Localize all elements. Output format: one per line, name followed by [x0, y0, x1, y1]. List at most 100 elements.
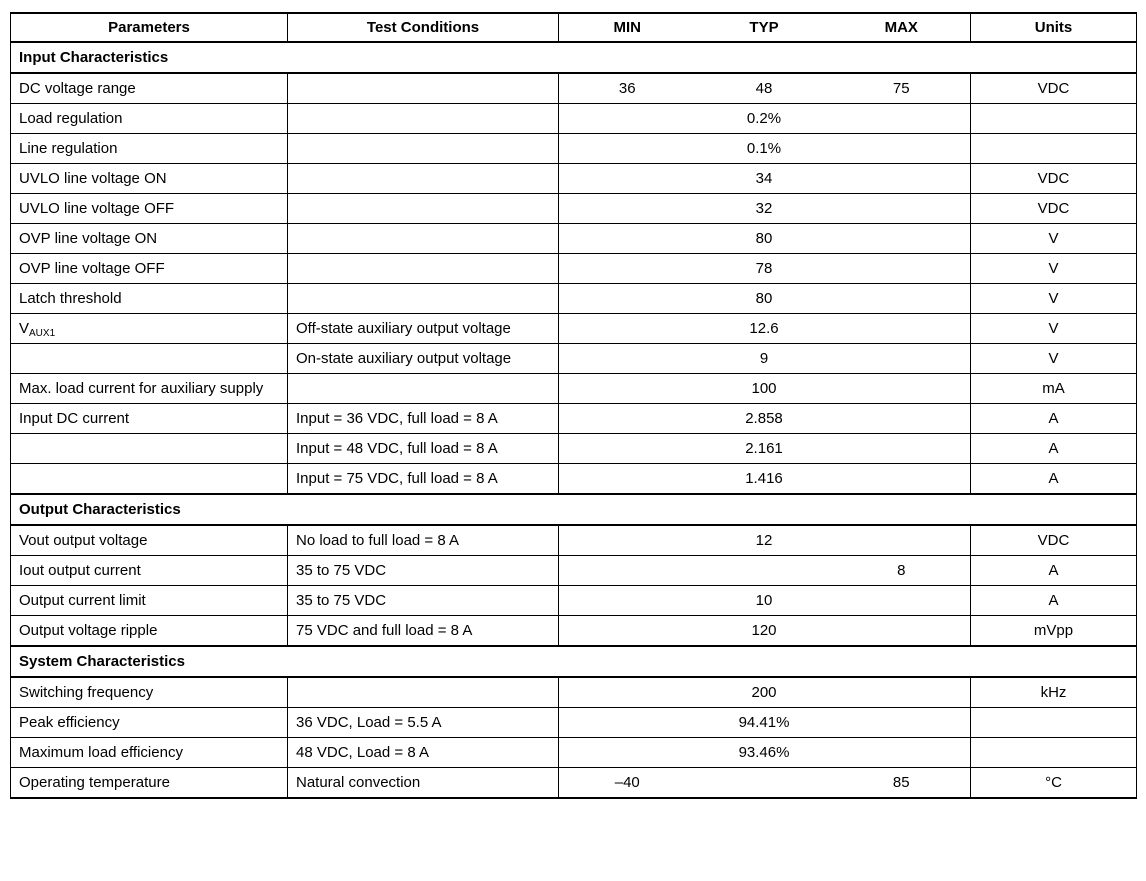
max-cell: [832, 103, 971, 134]
units-cell: [970, 133, 1137, 164]
table-row: Maximum load efficiency 48 VDC, Load = 8…: [10, 737, 1137, 768]
param-subscript: AUX1: [29, 328, 56, 339]
table-row: Peak efficiency 36 VDC, Load = 5.5 A 94.…: [10, 707, 1137, 738]
col-header-parameters: Parameters: [10, 13, 288, 43]
min-cell: [558, 585, 696, 616]
typ-cell: 34: [695, 163, 833, 194]
table-row: UVLO line voltage ON 34 VDC: [10, 163, 1137, 194]
max-cell: 75: [832, 72, 971, 104]
cond-cell: [287, 103, 559, 134]
param-cell: Load regulation: [10, 103, 288, 134]
units-cell: V: [970, 343, 1137, 374]
cond-cell: 35 to 75 VDC: [287, 585, 559, 616]
param-cell: Operating temperature: [10, 767, 288, 798]
col-header-units: Units: [970, 13, 1137, 43]
cond-cell: [287, 193, 559, 224]
units-cell: V: [970, 283, 1137, 314]
param-cell: Switching frequency: [10, 676, 288, 708]
typ-cell: [695, 767, 833, 798]
param-cell: Max. load current for auxiliary supply: [10, 373, 288, 404]
typ-cell: 10: [695, 585, 833, 616]
cond-cell: Input = 36 VDC, full load = 8 A: [287, 403, 559, 434]
min-cell: [558, 223, 696, 254]
param-cell: UVLO line voltage ON: [10, 163, 288, 194]
param-cell: Line regulation: [10, 133, 288, 164]
table-row: Iout output current 35 to 75 VDC 8 A: [10, 555, 1137, 586]
table-row: Operating temperature Natural convection…: [10, 767, 1137, 798]
typ-cell: 100: [695, 373, 833, 404]
cond-cell: [287, 223, 559, 254]
typ-cell: 93.46%: [695, 737, 833, 768]
table-row: On-state auxiliary output voltage 9 V: [10, 343, 1137, 374]
max-cell: [832, 737, 971, 768]
units-cell: A: [970, 463, 1137, 494]
units-cell: °C: [970, 767, 1137, 798]
table-row: Max. load current for auxiliary supply 1…: [10, 373, 1137, 404]
table-row: Input = 75 VDC, full load = 8 A 1.416 A: [10, 463, 1137, 494]
col-header-typ: TYP: [695, 13, 833, 43]
units-cell: VDC: [970, 163, 1137, 194]
units-cell: A: [970, 433, 1137, 464]
cond-cell: [287, 283, 559, 314]
typ-cell: 80: [695, 223, 833, 254]
cond-cell: No load to full load = 8 A: [287, 524, 559, 556]
table-row: Output current limit 35 to 75 VDC 10 A: [10, 585, 1137, 616]
units-cell: VDC: [970, 524, 1137, 556]
table-row: Output voltage ripple 75 VDC and full lo…: [10, 615, 1137, 646]
typ-cell: 9: [695, 343, 833, 374]
units-cell: [970, 707, 1137, 738]
min-cell: [558, 403, 696, 434]
param-symbol: V: [19, 320, 30, 337]
cond-cell: 48 VDC, Load = 8 A: [287, 737, 559, 768]
max-cell: [832, 253, 971, 284]
typ-cell: 32: [695, 193, 833, 224]
typ-cell: 48: [695, 72, 833, 104]
max-cell: [832, 403, 971, 434]
units-cell: [970, 103, 1137, 134]
min-cell: [558, 524, 696, 556]
max-cell: [832, 193, 971, 224]
table-row: VAUX1 Off-state auxiliary output voltage…: [10, 313, 1137, 344]
min-cell: [558, 615, 696, 646]
cond-cell: 75 VDC and full load = 8 A: [287, 615, 559, 646]
col-header-test-conditions: Test Conditions: [287, 13, 559, 43]
units-cell: [970, 737, 1137, 768]
param-cell: OVP line voltage OFF: [10, 253, 288, 284]
cond-cell: [287, 133, 559, 164]
min-cell: [558, 103, 696, 134]
cond-cell: [287, 373, 559, 404]
param-cell: DC voltage range: [10, 72, 288, 104]
min-cell: [558, 676, 696, 708]
max-cell: 85: [832, 767, 971, 798]
table-row: Line regulation 0.1%: [10, 133, 1137, 164]
max-cell: [832, 283, 971, 314]
param-cell: [10, 433, 288, 464]
table-row: Input DC current Input = 36 VDC, full lo…: [10, 403, 1137, 434]
units-cell: V: [970, 253, 1137, 284]
param-cell: Peak efficiency: [10, 707, 288, 738]
table-row: Vout output voltage No load to full load…: [10, 524, 1137, 556]
units-cell: V: [970, 223, 1137, 254]
typ-cell: 12: [695, 524, 833, 556]
min-cell: [558, 253, 696, 284]
typ-cell: 2.161: [695, 433, 833, 464]
typ-cell: 12.6: [695, 313, 833, 344]
section-header-input-characteristics: Input Characteristics: [10, 41, 1137, 74]
min-cell: [558, 373, 696, 404]
units-cell: VDC: [970, 193, 1137, 224]
cond-cell: 36 VDC, Load = 5.5 A: [287, 707, 559, 738]
min-cell: [558, 433, 696, 464]
param-cell: OVP line voltage ON: [10, 223, 288, 254]
units-cell: mVpp: [970, 615, 1137, 646]
units-cell: A: [970, 585, 1137, 616]
typ-cell: 80: [695, 283, 833, 314]
table-row: Load regulation 0.2%: [10, 103, 1137, 134]
min-cell: 36: [558, 72, 696, 104]
table-row: OVP line voltage OFF 78 V: [10, 253, 1137, 284]
typ-cell: 0.1%: [695, 133, 833, 164]
cond-cell: Input = 75 VDC, full load = 8 A: [287, 463, 559, 494]
cond-cell: Natural convection: [287, 767, 559, 798]
units-cell: A: [970, 555, 1137, 586]
units-cell: mA: [970, 373, 1137, 404]
max-cell: [832, 463, 971, 494]
